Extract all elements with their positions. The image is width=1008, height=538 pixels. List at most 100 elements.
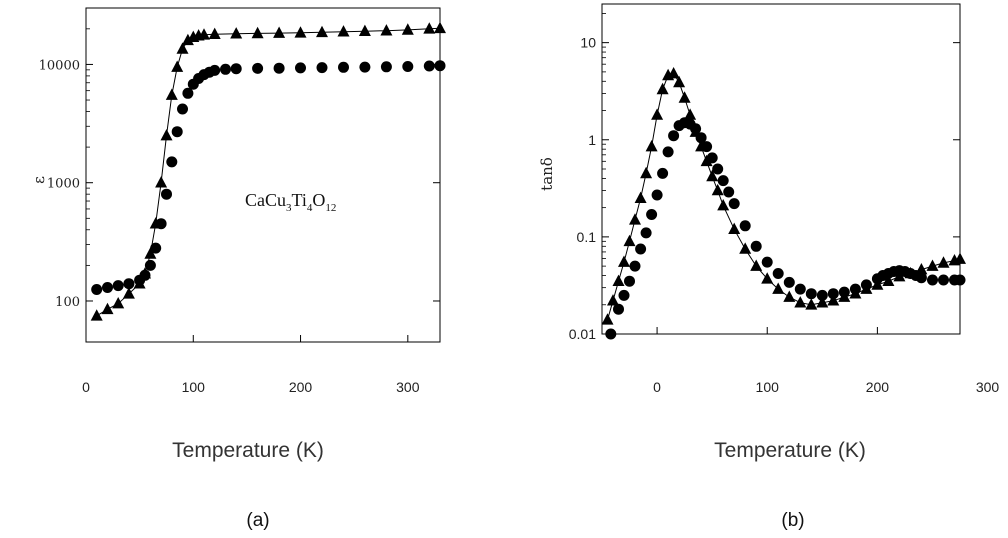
panel-a-circle-point [423, 60, 435, 72]
panel-b-x-tick-label: 200 [866, 379, 890, 395]
panel-b-triangle-point [827, 294, 840, 306]
panel-a-circle-point [144, 259, 156, 271]
panel-b-circle-point [662, 146, 674, 158]
panel-b-triangle-point [640, 166, 653, 179]
panel-b-circle-point [739, 220, 751, 232]
panel-b-circle-point [640, 227, 652, 239]
panel-b-circle-point [717, 175, 729, 187]
panel-a-triangle-point [423, 22, 436, 34]
panel-a-triangle-point [176, 42, 189, 54]
panel-b-triangle-point [634, 191, 647, 203]
panel-a-circle-point [91, 284, 103, 295]
panel-a-triangle-point [101, 302, 114, 315]
panel-b-circle-point [838, 286, 850, 298]
panel-a-circle-point [295, 62, 306, 74]
panel-b-plot-frame [601, 3, 961, 335]
panel-b-triangle-point [618, 255, 630, 267]
panel-b-circle-point [783, 276, 795, 288]
panel-b-y-axis-label: tanδ [538, 157, 556, 191]
panel-b-triangle-point [750, 259, 763, 271]
panel-b-circle-point [772, 268, 784, 279]
panel-b-triangle-point [816, 296, 829, 308]
panel-b-circle-point [794, 283, 806, 295]
panel-a-x-axis-label: Temperature (K) [172, 439, 324, 462]
panel-b-circle-point [657, 167, 669, 179]
panel-b-triangle-point [678, 91, 691, 103]
panel-a-circle-point [112, 280, 124, 292]
panel-b-circle-point [646, 209, 658, 220]
panel-a-circle-point [182, 87, 194, 99]
panel-a-circle-point [150, 242, 162, 254]
panel-b-triangle-point [684, 108, 697, 120]
panel-a-circle-point [220, 63, 231, 75]
panel-b-triangle-point [607, 294, 619, 306]
panel-b-circle-point [712, 163, 724, 175]
panel-a-y-tick-label: 100 [55, 295, 80, 310]
panel-b-triangle-point [717, 199, 730, 211]
panel-a-y-tick-label: 1000 [47, 177, 80, 192]
panel-a-circle-point [161, 188, 172, 200]
panel-a-circle-point [402, 61, 414, 72]
panel-b-triangle-point [761, 272, 774, 284]
panel-b-triangle-point [739, 242, 752, 254]
panel-a-y-ticks: 100 1000 10000 [39, 7, 440, 310]
panel-a-circle-point [273, 62, 285, 74]
panel-b-triangle-point [651, 108, 664, 120]
panel-b-x-axis-label: Temperature (K) [714, 439, 866, 462]
panel-a-triangle-point [434, 21, 446, 34]
panel-b-circle-point [927, 274, 938, 286]
panel-a-x-tick-label: 0 [82, 379, 90, 395]
panel-a-triangle-point [316, 25, 328, 38]
panel-a-triangle-point [181, 33, 194, 46]
panel-a-circle-point [166, 156, 178, 168]
panel-a-triangle-point [160, 129, 173, 141]
panel-a-circle-point [123, 278, 135, 290]
panel-a-circle-point [177, 103, 188, 115]
panel-a-triangle-point [358, 24, 371, 36]
panel-a-circle-point [139, 269, 151, 281]
panel-a-triangle-point [171, 60, 184, 72]
panel-a-triangle-point [122, 287, 135, 299]
panel-b-circle-point [690, 123, 702, 135]
panel-a-circle-point [359, 61, 371, 73]
panel-b-triangle-point [629, 213, 641, 225]
panel-a-circle-point [102, 282, 113, 293]
panel-a-triangle-point [90, 309, 103, 321]
panel-b-circle-point [613, 303, 624, 315]
panel-b-circle-point [635, 243, 647, 255]
panel-a-triangle-point [401, 23, 414, 35]
panel-b: 0.01 0.1 1 10 0 100 200 300 tanδ Temperature (… [538, 3, 1000, 531]
panel-b-triangle-point [700, 154, 713, 167]
panel-b-x-tick-label: 300 [976, 379, 1000, 395]
panel-b-y-tick-label: 1 [588, 132, 596, 148]
panel-a-circle-point [380, 61, 392, 73]
panel-a-circle-point [171, 126, 183, 138]
panel-b-circle-point [706, 152, 718, 164]
panel-b-circle-point [695, 132, 707, 144]
panel-b-circle-point [629, 260, 641, 272]
panel-a-circle-point [252, 62, 264, 74]
panel-b-triangle-point [706, 169, 719, 182]
panel-b-y-tick-label: 0.01 [569, 326, 596, 342]
panel-a-circle-point [230, 63, 242, 75]
panel-a-x-tick-label: 100 [182, 379, 206, 395]
panel-b-triangle-point [612, 274, 625, 286]
panel-b-triangle-point [673, 75, 686, 88]
panel-a-triangle-point [294, 26, 307, 38]
panel-b-triangle-point [805, 298, 818, 310]
panel-b-circle-point [651, 189, 663, 201]
panel-a-triangle-point [198, 28, 210, 40]
panel-a-circle-point [434, 60, 446, 72]
panel-b-x-tick-label: 0 [653, 379, 661, 395]
panel-a: 100 1000 10000 0 100 200 300 ε Temperature (K… [30, 7, 446, 531]
panel-b-label: (b) [781, 510, 804, 531]
panel-b-y-tick-label: 10 [580, 35, 596, 51]
panel-b-x-tick-label: 100 [756, 379, 780, 395]
panel-b-circle-point [750, 240, 762, 252]
panel-b-circle-point [849, 283, 861, 295]
panel-a-triangle-point [112, 297, 125, 309]
panel-b-triangle-point [882, 274, 895, 286]
panel-b-circle-point [624, 275, 635, 287]
panel-b-triangle-point [667, 67, 680, 79]
